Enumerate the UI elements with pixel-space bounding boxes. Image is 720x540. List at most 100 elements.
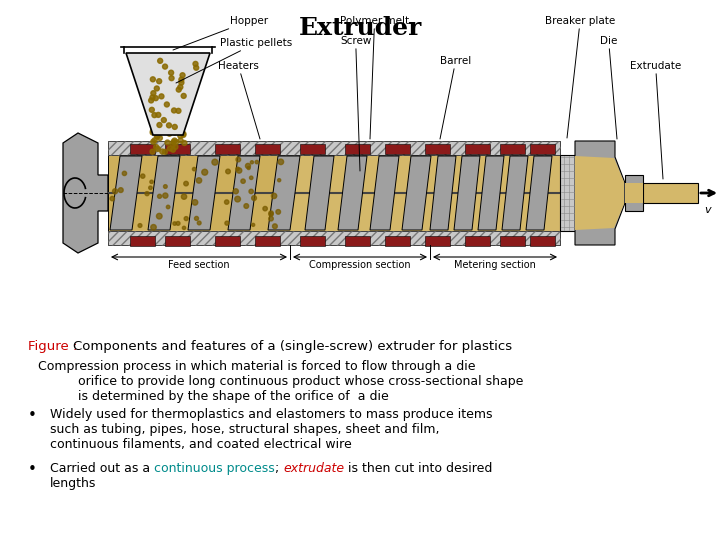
Bar <box>530 236 555 246</box>
Bar <box>215 144 240 154</box>
Text: •: • <box>28 408 37 423</box>
Polygon shape <box>110 156 142 230</box>
Circle shape <box>118 188 123 193</box>
Circle shape <box>278 159 284 165</box>
Circle shape <box>160 149 165 154</box>
Polygon shape <box>338 156 367 230</box>
Circle shape <box>249 189 253 194</box>
Circle shape <box>163 193 168 198</box>
Circle shape <box>150 149 155 154</box>
Circle shape <box>246 164 251 168</box>
Circle shape <box>184 217 188 220</box>
Polygon shape <box>305 156 334 230</box>
Circle shape <box>169 76 174 80</box>
Circle shape <box>166 205 170 209</box>
Circle shape <box>167 131 172 136</box>
Circle shape <box>154 129 159 133</box>
Text: Breaker plate: Breaker plate <box>545 16 616 138</box>
Circle shape <box>225 221 229 225</box>
Circle shape <box>155 134 160 139</box>
Text: Polymer melt: Polymer melt <box>340 16 409 139</box>
Text: such as tubing, pipes, hose, structural shapes, sheet and film,: such as tubing, pipes, hose, structural … <box>50 423 439 436</box>
Circle shape <box>159 94 164 99</box>
Bar <box>215 236 240 246</box>
Text: Compression section: Compression section <box>309 260 411 270</box>
Text: Die: Die <box>600 36 617 139</box>
Polygon shape <box>148 156 180 230</box>
Circle shape <box>168 70 174 75</box>
Polygon shape <box>478 156 504 230</box>
Text: Feed section: Feed section <box>168 260 230 270</box>
Circle shape <box>171 147 176 152</box>
Circle shape <box>161 118 166 123</box>
Bar <box>108 155 560 231</box>
Circle shape <box>202 169 207 175</box>
Circle shape <box>164 102 169 107</box>
Circle shape <box>150 77 156 82</box>
Text: Components and features of a (single-screw) extruder for plastics: Components and features of a (single-scr… <box>73 340 512 353</box>
Circle shape <box>151 91 156 96</box>
Text: Barrel: Barrel <box>440 56 472 139</box>
Circle shape <box>163 150 168 154</box>
Polygon shape <box>228 156 260 230</box>
Circle shape <box>241 179 246 184</box>
Circle shape <box>152 138 157 143</box>
Circle shape <box>192 167 196 171</box>
Bar <box>108 141 560 155</box>
Circle shape <box>179 77 184 82</box>
Circle shape <box>150 95 155 100</box>
Bar <box>530 144 555 154</box>
Bar <box>165 236 190 246</box>
Circle shape <box>181 194 186 199</box>
Bar <box>385 144 410 154</box>
Circle shape <box>145 192 149 195</box>
Circle shape <box>176 221 180 225</box>
Circle shape <box>165 140 170 145</box>
Circle shape <box>194 65 199 70</box>
Circle shape <box>150 180 153 184</box>
Bar <box>108 231 560 245</box>
Polygon shape <box>63 133 108 253</box>
Circle shape <box>158 194 161 198</box>
Circle shape <box>154 134 159 139</box>
Circle shape <box>150 129 156 133</box>
Text: Extruder: Extruder <box>298 16 422 40</box>
Circle shape <box>172 138 177 143</box>
Polygon shape <box>402 156 431 230</box>
Circle shape <box>236 167 239 171</box>
Bar <box>625 175 643 211</box>
Circle shape <box>153 96 158 100</box>
Text: is determined by the shape of the orifice of  a die: is determined by the shape of the orific… <box>78 390 389 403</box>
Circle shape <box>271 193 276 199</box>
Text: v: v <box>705 205 711 215</box>
Text: orifice to provide long continuous product whose cross-sectional shape: orifice to provide long continuous produ… <box>78 375 523 388</box>
Circle shape <box>252 195 256 200</box>
Polygon shape <box>430 156 456 230</box>
Text: Widely used for thermoplastics and elastomers to mass produce items: Widely used for thermoplastics and elast… <box>50 408 492 421</box>
Circle shape <box>269 217 274 221</box>
Circle shape <box>158 136 163 140</box>
Text: ;: ; <box>275 462 283 475</box>
Circle shape <box>252 224 255 226</box>
Circle shape <box>150 139 156 144</box>
Circle shape <box>176 109 181 113</box>
Circle shape <box>178 138 183 143</box>
Polygon shape <box>502 156 528 230</box>
Circle shape <box>269 212 273 217</box>
Text: extrudate: extrudate <box>283 462 344 475</box>
Circle shape <box>163 185 167 188</box>
Text: Heaters: Heaters <box>218 61 260 139</box>
Circle shape <box>171 142 175 147</box>
Polygon shape <box>126 53 210 135</box>
Bar <box>130 236 155 246</box>
Circle shape <box>225 200 229 204</box>
Circle shape <box>156 146 161 151</box>
Circle shape <box>176 87 181 92</box>
Bar <box>300 236 325 246</box>
Circle shape <box>179 80 184 85</box>
Circle shape <box>212 159 218 165</box>
Bar <box>255 236 280 246</box>
Circle shape <box>148 98 153 103</box>
Bar <box>345 236 370 246</box>
Bar <box>108 231 560 245</box>
